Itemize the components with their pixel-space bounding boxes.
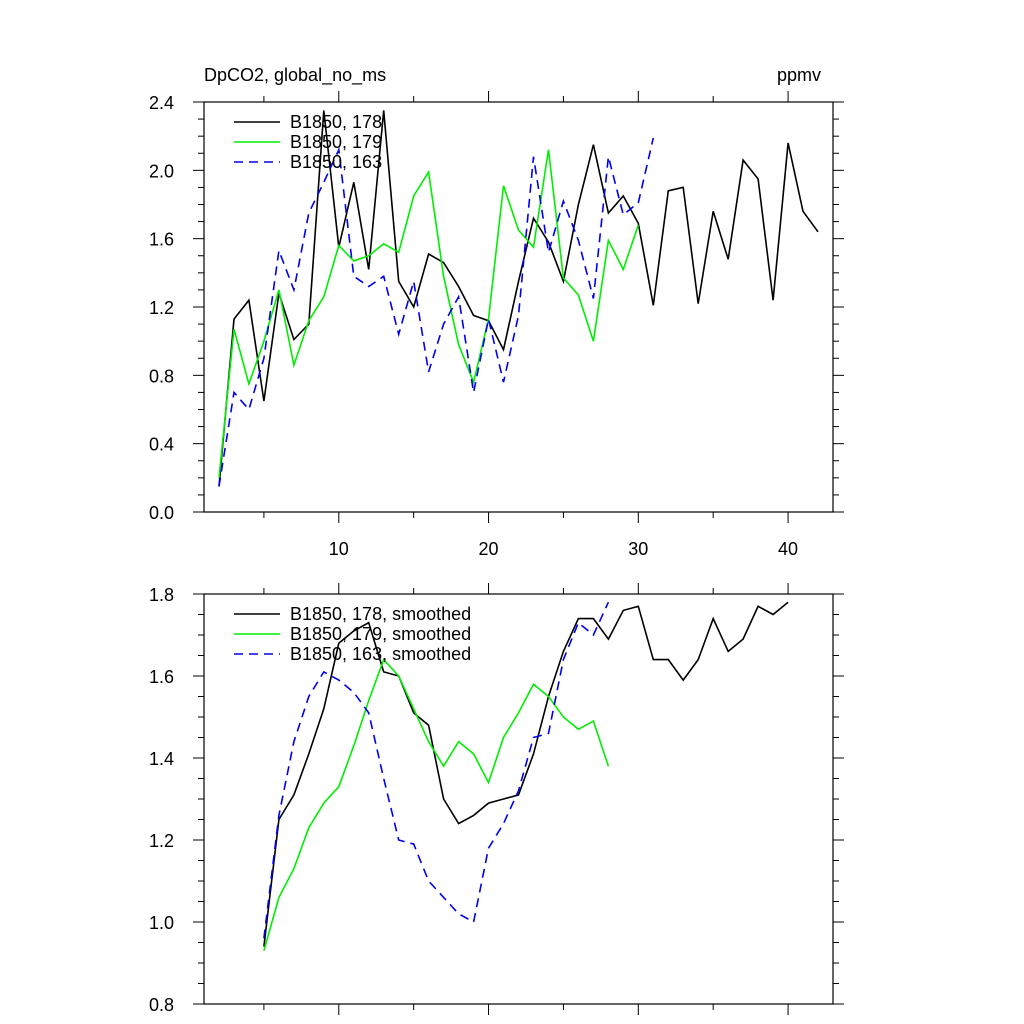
top-x-tick-label: 30	[628, 539, 648, 559]
top-legend-label-2: B1850, 179	[290, 132, 382, 152]
top-y-tick-label: 1.2	[149, 298, 174, 318]
bottom-y-axis: 0.8 1.0 1.2 1.4 1.6 1.8	[149, 585, 844, 1015]
top-legend-label-1: B1850, 178	[290, 112, 382, 132]
bottom-series-layer	[263, 601, 789, 951]
top-y-tick-label: 0.0	[149, 503, 174, 523]
top-series-line-3	[218, 137, 655, 487]
top-y-tick-label: 0.4	[149, 435, 174, 455]
bottom-y-tick-label: 1.0	[149, 913, 174, 933]
top-legend-label-3: B1850, 163	[290, 152, 382, 172]
bottom-legend-label-2: B1850, 179, smoothed	[290, 624, 471, 644]
bottom-y-tick-label: 1.4	[149, 749, 174, 769]
top-x-tick-label: 20	[479, 539, 499, 559]
plot-title: DpCO2, global_no_ms	[204, 65, 386, 86]
top-x-tick-label: 10	[329, 539, 349, 559]
bottom-x-axis	[263, 583, 789, 1015]
bottom-y-tick-label: 1.2	[149, 831, 174, 851]
top-y-tick-label: 0.8	[149, 366, 174, 386]
top-x-axis: 10 20 30 40	[263, 91, 798, 559]
bottom-series-line-1	[263, 601, 789, 947]
top-x-tick-label: 40	[778, 539, 798, 559]
bottom-series-line-2	[263, 658, 610, 951]
bottom-series-line-3	[263, 601, 610, 939]
top-y-axis: 0.0 0.4 0.8 1.2 1.6 2.0 2.4	[149, 93, 844, 523]
bottom-legend-label-3: B1850, 163, smoothed	[290, 644, 471, 664]
top-y-tick-label: 2.4	[149, 93, 174, 113]
top-series-line-2	[218, 149, 640, 478]
top-series-layer	[218, 110, 819, 487]
bottom-y-tick-label: 1.6	[149, 667, 174, 687]
units-label: ppmv	[777, 65, 821, 85]
bottom-chart-panel: 0.81.01.21.41.61.8 B1850, 178, smoothedB…	[149, 583, 844, 1015]
top-y-tick-label: 2.0	[149, 161, 174, 181]
bottom-y-tick-label: 1.8	[149, 585, 174, 605]
bottom-legend-label-1: B1850, 178, smoothed	[290, 604, 471, 624]
top-y-tick-label: 1.6	[149, 230, 174, 250]
top-series-line-1	[218, 110, 819, 487]
bottom-y-tick-label: 0.8	[149, 995, 174, 1015]
top-chart-panel: 10 20 30 40 0.0 0.4 0.8 1.2 1.6 2.0 2.4 B1850, 17…	[149, 91, 844, 559]
